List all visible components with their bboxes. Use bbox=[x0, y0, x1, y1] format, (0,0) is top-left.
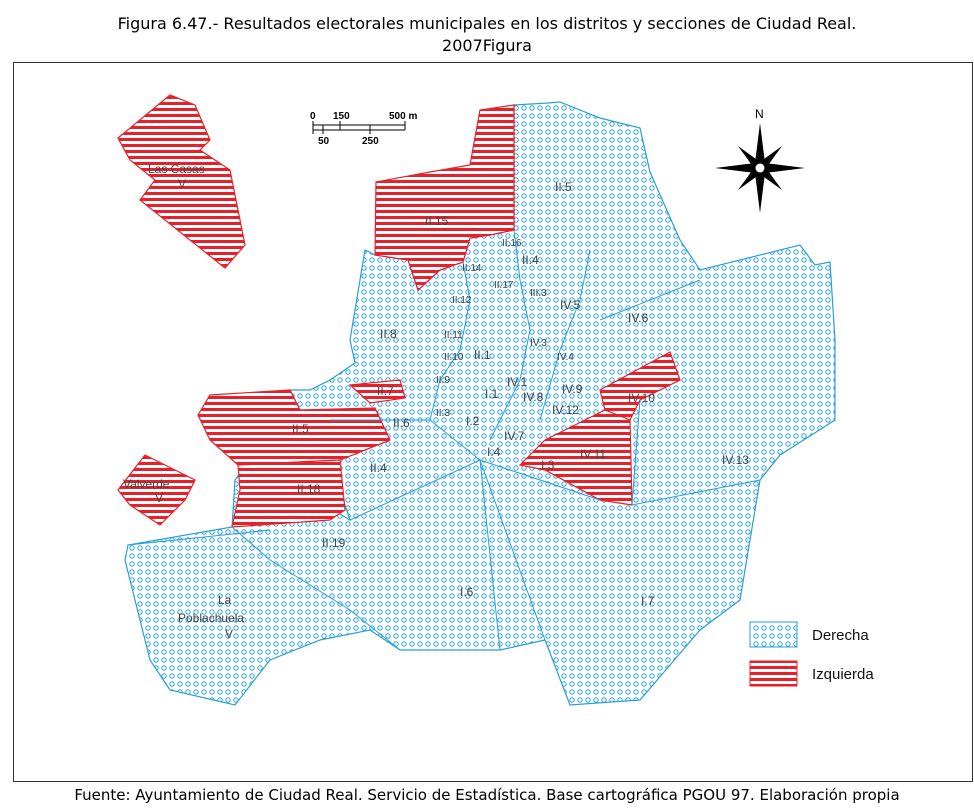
label-iv8: IV.8 bbox=[523, 390, 544, 404]
label-iv3: IV.3 bbox=[530, 338, 547, 349]
label-iv11: IV.11 bbox=[580, 447, 606, 461]
label-ii16: II.16 bbox=[502, 238, 522, 249]
figure-title: Figura 6.47.- Resultados electorales mun… bbox=[117, 14, 857, 33]
legend-swatch-derecha bbox=[749, 621, 798, 648]
section-ii18 bbox=[231, 459, 346, 528]
section-ii5-red bbox=[197, 389, 391, 466]
label-ii1: II.1 bbox=[474, 348, 491, 362]
label-iv5: IV.5 bbox=[560, 298, 581, 312]
label-iii3: III.3 bbox=[530, 288, 547, 299]
label-i2: I.2 bbox=[466, 414, 480, 428]
section-labels: Las Casas V II.15 II.5 II.4 IV.6 II.8 II… bbox=[123, 162, 749, 641]
scale-bar: 0 150 500 m 50 250 bbox=[310, 111, 417, 147]
label-la: La bbox=[218, 593, 232, 607]
label-ii5: II.5 bbox=[555, 180, 572, 194]
map-frame bbox=[13, 62, 973, 782]
label-ii4-left: II.4 bbox=[370, 461, 387, 475]
label-ii6: II.6 bbox=[393, 416, 410, 430]
label-iv4: IV.4 bbox=[557, 352, 574, 363]
derecha-areas bbox=[124, 101, 836, 706]
scale-label-0: 0 bbox=[310, 111, 316, 122]
label-iv7: IV.7 bbox=[504, 429, 525, 443]
figure-title-line2: 2007Figura bbox=[442, 36, 532, 55]
scale-label-150: 150 bbox=[333, 111, 350, 122]
label-iv6: IV.6 bbox=[628, 311, 649, 325]
north-label: N bbox=[755, 107, 764, 121]
label-poblachuela-v: V bbox=[225, 627, 233, 641]
label-i1: I.1 bbox=[485, 387, 499, 401]
label-ii9: II.9 bbox=[436, 375, 450, 386]
section-ii7 bbox=[348, 379, 406, 404]
label-ii19: II.19 bbox=[322, 536, 346, 550]
label-ii8: II.8 bbox=[380, 327, 397, 341]
label-ii14: II.14 bbox=[462, 263, 482, 274]
scale-label-50: 50 bbox=[318, 136, 330, 147]
label-i4: I.4 bbox=[487, 445, 501, 459]
label-ii15: II.15 bbox=[425, 214, 449, 228]
label-ii12: II.12 bbox=[452, 295, 472, 306]
legend-swatch-izquierda bbox=[749, 660, 798, 687]
label-iv12: IV.12 bbox=[552, 403, 579, 417]
label-ii18: II.18 bbox=[297, 482, 321, 496]
section-valverde bbox=[117, 454, 196, 526]
label-ii4: II.4 bbox=[522, 253, 539, 267]
scale-label-250: 250 bbox=[362, 136, 379, 147]
label-ii5-red: II.5 bbox=[292, 422, 309, 436]
label-valverde: Valverde bbox=[123, 477, 170, 491]
scale-label-500: 500 m bbox=[389, 111, 417, 122]
section-iv11 bbox=[518, 409, 633, 506]
legend: Derecha Izquierda bbox=[749, 621, 874, 687]
label-iv13: IV.13 bbox=[722, 453, 749, 467]
source-note: Fuente: Ayuntamiento de Ciudad Real. Ser… bbox=[74, 786, 900, 804]
label-ii10: II.10 bbox=[444, 352, 464, 363]
label-ii11: II.11 bbox=[444, 330, 463, 341]
label-las-casas-v: V bbox=[178, 177, 186, 191]
legend-label-izquierda: Izquierda bbox=[812, 666, 874, 683]
label-poblachuela: Poblachuela bbox=[178, 611, 244, 625]
section-ii5 bbox=[124, 101, 836, 706]
boundaries bbox=[127, 229, 761, 651]
legend-label-derecha: Derecha bbox=[812, 627, 869, 644]
label-i3: I.3 bbox=[541, 458, 555, 472]
section-las-casas bbox=[117, 94, 246, 269]
north-arrow-icon: N bbox=[715, 107, 805, 213]
label-ii17: II.17 bbox=[494, 280, 514, 291]
label-valverde-v: V bbox=[155, 491, 163, 505]
label-iv10: IV.10 bbox=[628, 391, 655, 405]
label-iv1: IV.1 bbox=[507, 375, 528, 389]
label-iv9: IV.9 bbox=[562, 382, 583, 396]
section-ii15 bbox=[374, 104, 515, 292]
label-i7: I.7 bbox=[641, 594, 655, 608]
label-i6: I.6 bbox=[460, 585, 474, 599]
label-ii7: II.7 bbox=[377, 384, 394, 398]
label-ii3: II.3 bbox=[436, 408, 450, 419]
label-las-casas: Las Casas bbox=[148, 162, 205, 176]
